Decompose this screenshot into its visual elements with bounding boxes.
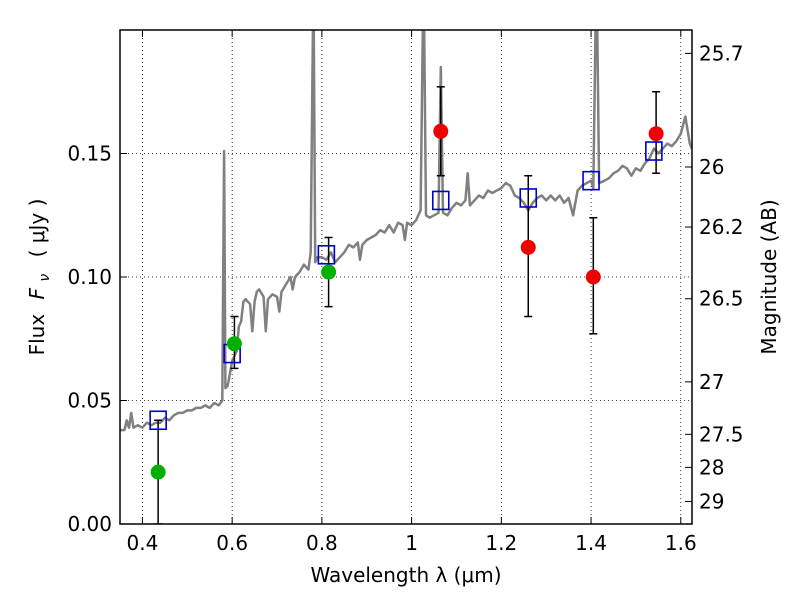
x-tick-label: 1.2 (485, 531, 517, 555)
y-axis-label: Flux F ν ( μJy ) (25, 199, 54, 356)
axis-labels: Wavelength λ (μm) Flux F ν ( μJy ) Magni… (25, 199, 781, 587)
observed-photometry-point (520, 239, 536, 255)
y-tick-label: 0.10 (67, 265, 112, 289)
model-photometry-box (317, 244, 336, 265)
y-axis-label-symbol: F (25, 287, 49, 299)
x-tick-label: 1.4 (575, 531, 607, 555)
data-markers (149, 123, 664, 480)
axis-ticks: 0.4 0.6 0.8 1 1.2 1.4 1.6 0.00 0.05 0.10 0.15 25.7 2… (67, 30, 744, 555)
x-axis-label: Wavelength λ (μm) (310, 563, 501, 587)
y2-tick-label: 26 (699, 155, 724, 179)
model-photometry-box (431, 190, 450, 211)
observed-photometry-point (648, 126, 664, 142)
model-photometry-box (519, 188, 538, 208)
observed-photometry-point (433, 123, 449, 139)
y-axis-label-unit: ( μJy ) (25, 199, 49, 258)
y2-tick-label: 29 (699, 489, 724, 513)
y2-tick-label: 27 (699, 370, 724, 394)
observed-photometry-point (150, 464, 166, 480)
y2-tick-label: 26.5 (699, 287, 744, 311)
observed-photometry-point (226, 336, 242, 352)
model-photometry-box (582, 170, 600, 191)
y2-tick-label: 25.7 (699, 41, 744, 65)
observed-photometry-point (321, 264, 337, 280)
model-photometry-box (645, 141, 663, 161)
x-tick-label: 1 (405, 531, 418, 555)
template-spectrum (120, 30, 692, 432)
y-axis-label-subscript: ν (37, 274, 53, 282)
x-tick-label: 0.8 (306, 531, 338, 555)
y-axis-label-prefix: Flux (25, 314, 49, 356)
y-tick-label: 0.00 (67, 512, 112, 536)
y2-axis-label: Magnitude (AB) (757, 199, 781, 354)
x-tick-label: 0.4 (127, 531, 159, 555)
x-tick-label: 0.6 (216, 531, 248, 555)
y-tick-label: 0.15 (67, 142, 112, 166)
y2-tick-label: 27.5 (699, 422, 744, 446)
y2-tick-label: 26.2 (699, 215, 744, 239)
model-photometry-box (149, 410, 167, 431)
y2-tick-label: 28 (699, 455, 724, 479)
observed-photometry-point (585, 269, 601, 285)
template-spectrum-line (120, 30, 692, 432)
y-tick-label: 0.05 (67, 389, 112, 413)
x-tick-label: 1.6 (665, 531, 697, 555)
